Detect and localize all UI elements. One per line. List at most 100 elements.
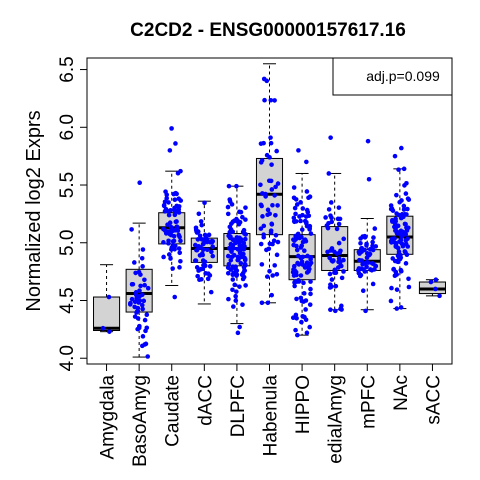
data-point [230,277,235,282]
data-point [396,167,401,172]
data-point [266,301,271,306]
data-point [365,255,370,260]
y-tick-label: 5.0 [57,230,78,256]
data-point [399,234,404,239]
data-point [272,193,277,198]
data-point [172,247,177,252]
data-point [264,248,269,253]
data-point [195,274,200,279]
data-point [297,279,302,284]
data-point [365,251,370,256]
data-point [142,277,147,282]
data-point [166,200,171,205]
points-nac [389,167,412,311]
outlier-point [328,135,333,140]
data-point [437,294,442,299]
data-point [141,299,146,304]
data-point [194,229,199,234]
data-point [199,277,204,282]
data-point [358,241,363,246]
data-point [167,213,172,218]
data-point [270,273,275,278]
data-point [328,307,333,312]
data-point [368,267,373,272]
data-point [233,294,238,299]
data-point [209,290,214,295]
data-point [358,236,363,241]
box-amygdala [94,265,120,332]
outlier-point [367,177,372,182]
data-point [404,238,409,243]
outlier-point [333,309,338,314]
data-point [193,258,198,263]
data-point [328,248,333,253]
data-point [234,289,239,294]
data-point [227,197,232,202]
outlier-point [304,160,309,165]
data-point [370,240,375,245]
data-point [173,191,178,196]
outlier-point [173,141,178,146]
legend-annotation: adj.p=0.099 [366,68,440,84]
data-point [309,231,314,236]
outlier-point [399,146,404,151]
data-point [371,282,376,287]
x-tick-label: sACC [423,375,444,425]
data-point [269,141,274,146]
data-point [259,141,264,146]
data-point [269,228,274,233]
outlier-point [137,180,142,185]
data-point [297,262,302,267]
outlier-point [393,154,398,159]
data-point [140,264,145,269]
x-tick-label: DLPFC [228,375,249,437]
data-point [166,229,171,234]
data-point [273,213,278,218]
data-point [101,326,106,331]
data-point [395,231,400,236]
data-point [260,191,265,196]
data-point [294,297,299,302]
data-point [391,238,396,243]
data-point [328,272,333,277]
data-point [261,232,266,237]
data-point [405,207,410,212]
data-point [240,215,245,220]
data-point [393,217,398,222]
data-point [107,295,112,300]
data-point [275,253,280,258]
data-point [140,256,145,261]
data-point [407,285,412,290]
data-point [394,272,399,277]
outlier-point [168,148,173,153]
x-tick-label: Habenula [261,375,282,457]
data-point [268,135,273,140]
data-point [172,239,177,244]
data-point [131,282,136,287]
data-point [293,328,298,333]
data-point [297,214,302,219]
data-point [208,264,213,269]
data-point [242,275,247,280]
data-point [404,261,409,266]
data-point [329,200,334,205]
data-point [275,203,280,208]
data-point [242,244,247,249]
data-point [137,324,142,329]
data-point [132,305,137,310]
data-point [301,206,306,211]
data-point [406,226,411,231]
data-point [269,162,274,167]
data-point [173,197,178,202]
data-point [258,182,263,187]
data-point [177,246,182,251]
data-point [327,171,332,176]
data-point [243,283,248,288]
data-point [306,195,311,200]
outlier-point [366,139,371,144]
data-point [272,238,277,243]
data-point [397,249,402,254]
data-point [141,334,146,339]
data-point [338,217,343,222]
